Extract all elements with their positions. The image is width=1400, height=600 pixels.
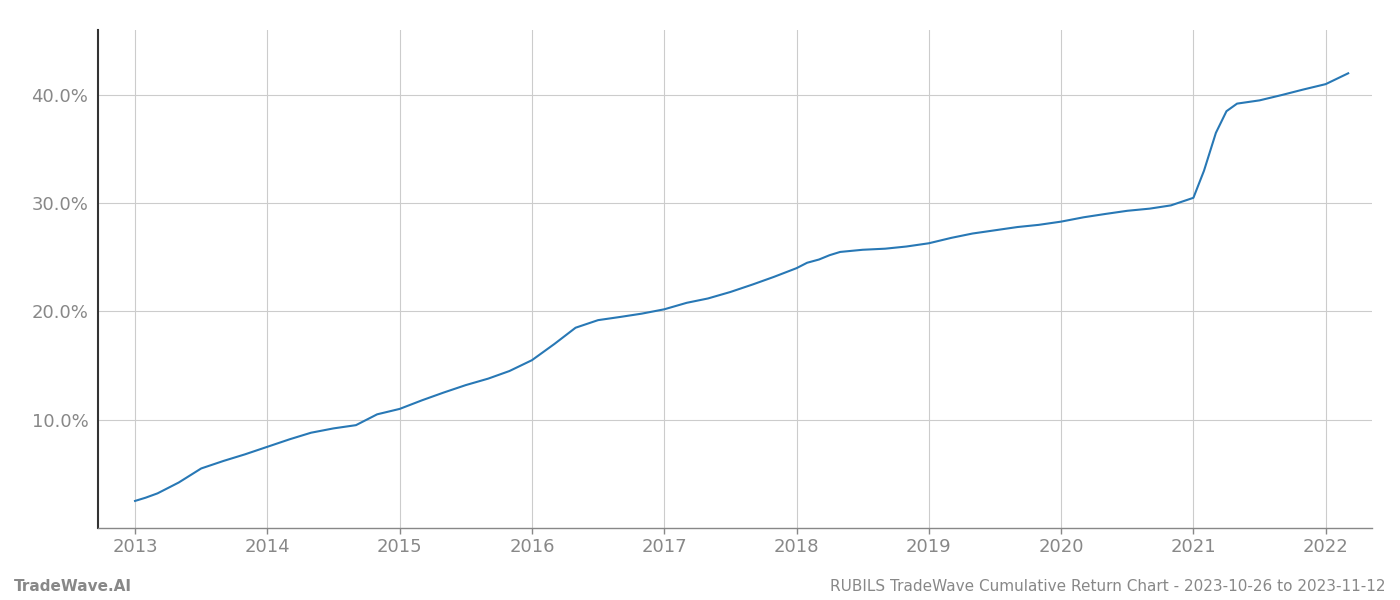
Text: RUBILS TradeWave Cumulative Return Chart - 2023-10-26 to 2023-11-12: RUBILS TradeWave Cumulative Return Chart… <box>830 579 1386 594</box>
Text: TradeWave.AI: TradeWave.AI <box>14 579 132 594</box>
